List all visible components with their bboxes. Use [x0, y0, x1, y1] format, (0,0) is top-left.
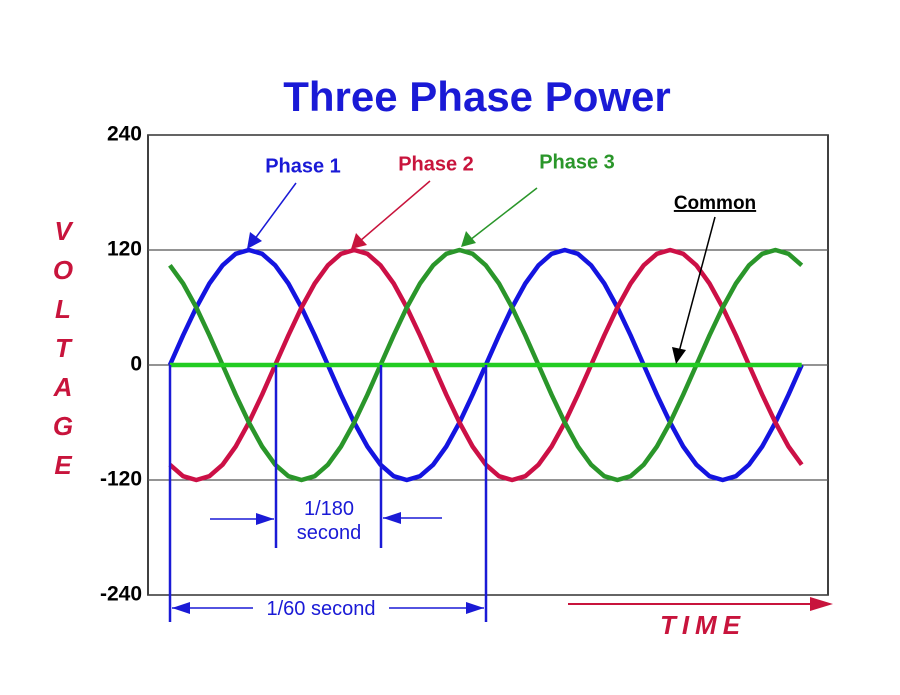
y-tick-label: -120 [100, 468, 142, 491]
series-label: Phase 1 [265, 155, 341, 177]
arrowhead [672, 347, 686, 364]
pointer [469, 187, 538, 241]
chart-title: Three Phase Power [283, 73, 671, 120]
y-axis-label: VOLTAGE [48, 216, 78, 489]
pointer [678, 216, 716, 353]
arrowhead [351, 233, 367, 249]
pointer [359, 180, 431, 242]
annotation: 1/180 second [283, 497, 375, 545]
annotation: 1/60 second [253, 597, 389, 621]
arrowhead [256, 513, 274, 525]
arrowhead [461, 231, 476, 247]
series-label: Phase 2 [398, 153, 474, 175]
arrowhead [172, 602, 190, 614]
time-markers [168, 365, 488, 622]
pointer [253, 182, 297, 241]
y-tick-label: -240 [100, 583, 142, 606]
y-tick-label: 0 [130, 353, 142, 376]
series-label: Common [674, 193, 756, 214]
arrowhead [383, 512, 401, 524]
label-arrows [247, 180, 833, 611]
arrowhead [466, 602, 484, 614]
y-tick-label: 240 [107, 123, 142, 146]
arrowhead [247, 232, 262, 249]
series-label: Phase 3 [539, 151, 615, 173]
y-tick-label: 120 [107, 238, 142, 261]
x-axis-label: TIME [660, 610, 746, 640]
arrowhead [810, 597, 833, 611]
